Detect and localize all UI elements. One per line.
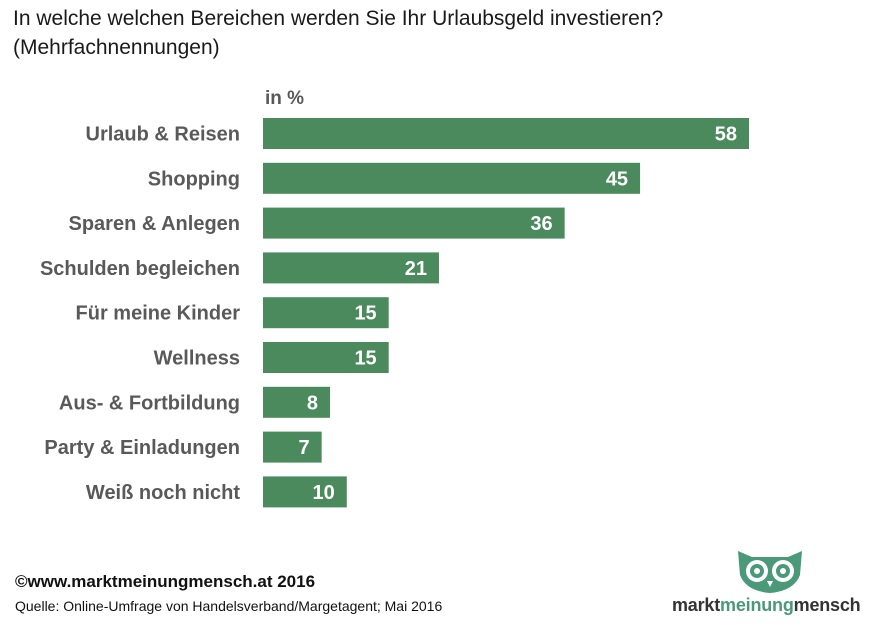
bar-6 (263, 386, 331, 418)
bar-2 (263, 207, 565, 239)
bar-4 (263, 297, 389, 329)
bar-8 (263, 476, 347, 508)
brand-logo: marktmeinungmensch (672, 545, 877, 620)
bar-0 (263, 118, 749, 149)
category-label-8: Weiß noch nicht (86, 482, 240, 504)
value-label-7: 7 (299, 437, 310, 459)
logo-word-meinung: meinung (720, 595, 794, 615)
unit-label: in % (265, 88, 305, 109)
bar-3 (263, 252, 439, 284)
value-label-2: 36 (530, 213, 552, 235)
copyright-text: ©www.marktmeinungmensch.at 2016 (15, 572, 316, 591)
category-label-4: Für meine Kinder (76, 303, 241, 325)
chart-title-block: In welche welchen Bereichen werden Sie I… (13, 4, 873, 62)
bar-7 (263, 431, 322, 463)
category-label-2: Sparen & Anlegen (68, 213, 240, 235)
owl-icon (738, 551, 802, 593)
source-text: Quelle: Online-Umfrage von Handelsverban… (15, 598, 443, 614)
category-label-5: Wellness (154, 348, 240, 370)
bar-5 (263, 342, 389, 373)
logo-word-mensch: mensch (793, 595, 861, 615)
chart-subtitle: (Mehrfachnennungen) (13, 36, 220, 59)
value-label-5: 15 (354, 348, 376, 370)
value-label-3: 21 (405, 258, 427, 280)
chart-title: In welche welchen Bereichen werden Sie I… (13, 7, 664, 30)
logo-word-markt: markt (672, 595, 721, 615)
category-label-7: Party & Einladungen (44, 437, 240, 459)
value-label-6: 8 (307, 392, 318, 414)
bar-1 (263, 162, 641, 194)
value-label-4: 15 (354, 303, 376, 325)
value-label-8: 10 (313, 482, 335, 504)
category-label-1: Shopping (148, 168, 240, 190)
category-label-0: Urlaub & Reisen (86, 124, 240, 146)
value-label-1: 45 (606, 168, 628, 190)
category-label-6: Aus- & Fortbildung (59, 392, 240, 414)
logo-wordmark: marktmeinungmensch (672, 595, 861, 616)
bar-chart: Urlaub & Reisen 58 Shopping 45 Sparen & Anle… (40, 118, 749, 508)
category-label-3: Schulden begleichen (40, 258, 240, 280)
value-label-0: 58 (715, 124, 737, 146)
